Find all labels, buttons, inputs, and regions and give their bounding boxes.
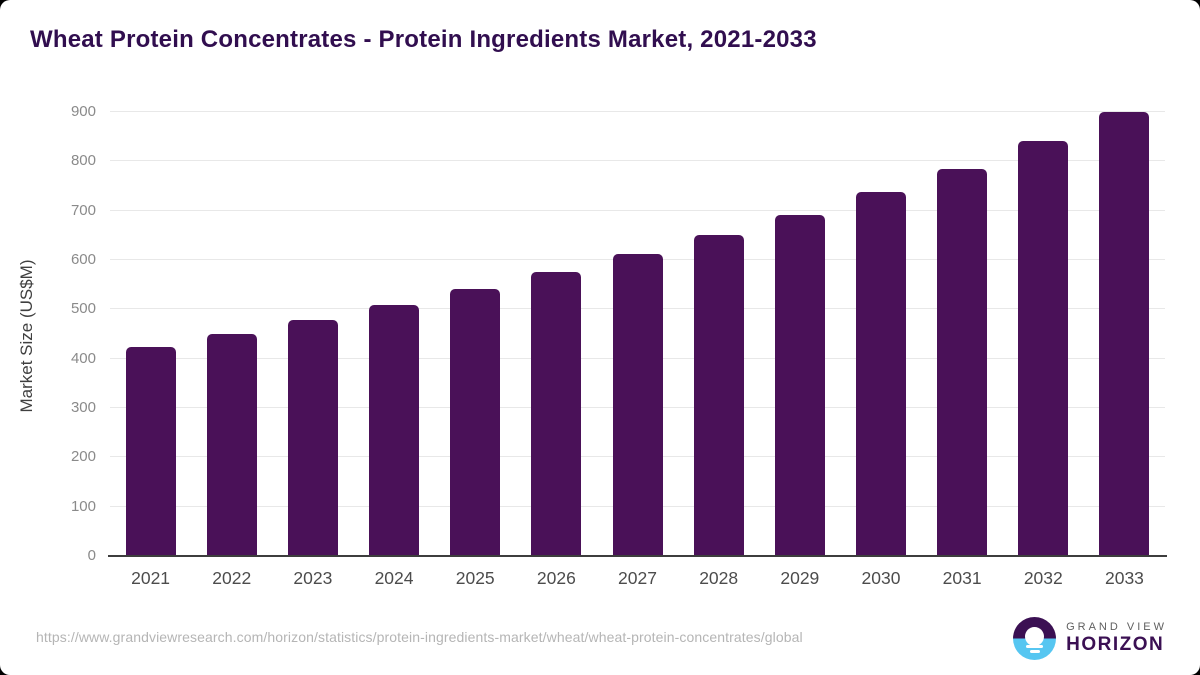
plot-area: [110, 111, 1165, 556]
x-tick-label-2022: 2022: [212, 568, 252, 588]
y-tick-label-200: 200: [70, 448, 96, 466]
bar-2021: [125, 346, 176, 556]
bar-slot-2028: [678, 112, 759, 556]
sun-shape: [1025, 627, 1045, 647]
bar-slot-2026: [516, 112, 597, 556]
y-tick-label-100: 100: [70, 497, 96, 515]
x-axis-line: [108, 555, 1167, 557]
bar-slot-2029: [759, 112, 840, 556]
y-tick-label-900: 900: [70, 103, 96, 120]
bar-2029: [774, 215, 825, 556]
bar-2026: [531, 271, 582, 556]
logo-line-grand-view: GRAND VIEW: [1066, 621, 1167, 634]
bar-2024: [369, 304, 420, 556]
y-tick-label-300: 300: [70, 399, 96, 417]
y-tick-label-700: 700: [70, 201, 96, 219]
x-tick-label-2026: 2026: [536, 568, 576, 588]
y-tick-label-500: 500: [70, 300, 96, 318]
bar-2022: [206, 334, 257, 556]
y-tick-label-800: 800: [70, 152, 96, 170]
y-tick-label-0: 0: [87, 547, 96, 564]
source-url: https://www.grandviewresearch.com/horizo…: [36, 629, 803, 645]
bar-2030: [855, 192, 906, 556]
bar-slot-2022: [191, 112, 272, 556]
bar-slot-2021: [110, 112, 191, 556]
ripple-shape: [1026, 644, 1044, 649]
logo-text: GRAND VIEW HORIZON: [1066, 621, 1167, 655]
x-tick-label-2024: 2024: [374, 568, 414, 588]
bar-slot-2024: [353, 112, 434, 556]
bar-series: [110, 112, 1165, 556]
x-tick-label-2031: 2031: [942, 568, 982, 588]
bar-2027: [612, 254, 663, 556]
bar-2025: [450, 289, 501, 556]
horizon-sunrise-icon: [1013, 617, 1057, 660]
bar-2032: [1018, 141, 1069, 556]
x-axis-tick-labels: 2021 2022 2023 2024 2025 2026 2027 2028 2029 2030…: [110, 568, 1165, 589]
logo-line-horizon: HORIZON: [1066, 633, 1165, 655]
bar-2023: [287, 319, 338, 556]
gridline-900: [110, 111, 1165, 112]
bar-slot-2032: [1003, 112, 1084, 556]
gridline-800: [110, 160, 1165, 162]
x-tick-label-2032: 2032: [1023, 568, 1063, 588]
bar-2031: [937, 168, 988, 556]
gridline-700: [110, 209, 1165, 211]
y-tick-label-600: 600: [70, 251, 96, 269]
bar-slot-2025: [435, 112, 516, 556]
x-tick-label-2029: 2029: [780, 568, 820, 588]
bar-slot-2033: [1084, 112, 1165, 556]
x-tick-label-2027: 2027: [618, 568, 657, 588]
bar-slot-2023: [272, 112, 353, 556]
bar-slot-2027: [597, 112, 678, 556]
x-tick-label-2028: 2028: [699, 568, 739, 588]
x-tick-label-2021: 2021: [131, 568, 171, 588]
chart-title: Wheat Protein Concentrates - Protein Ing…: [30, 26, 817, 53]
grand-view-horizon-logo: GRAND VIEW HORIZON: [1013, 617, 1167, 660]
ripple-shape: [1029, 649, 1040, 653]
x-tick-label-2030: 2030: [861, 568, 901, 588]
x-tick-label-2033: 2033: [1104, 568, 1144, 588]
bar-slot-2031: [922, 112, 1003, 556]
y-tick-label-400: 400: [70, 349, 96, 367]
bar-2028: [693, 235, 744, 556]
bar-2033: [1099, 112, 1150, 556]
x-tick-label-2025: 2025: [455, 568, 495, 588]
bar-slot-2030: [840, 112, 921, 556]
x-tick-label-2023: 2023: [293, 568, 333, 588]
y-axis-tick-labels: 0 100 200 300 400 500 600 700 800 900: [0, 103, 96, 564]
